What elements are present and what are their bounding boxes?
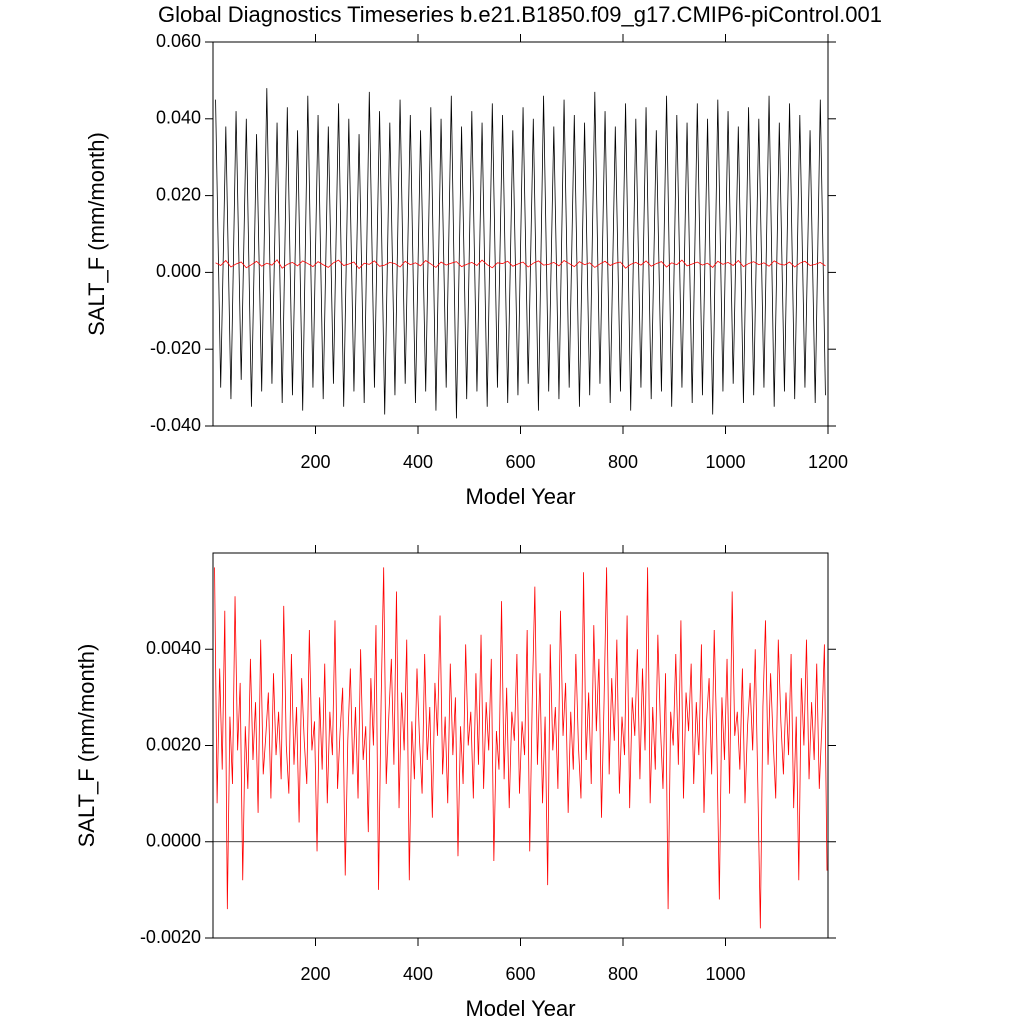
y-tick-label: 0.0020 [146, 734, 201, 754]
x-tick-label: 1000 [705, 452, 745, 472]
series-line [214, 567, 828, 929]
x-axis-label: Model Year [465, 996, 575, 1021]
y-tick-label: 0.040 [156, 108, 201, 128]
x-tick-label: 1000 [705, 964, 745, 984]
x-tick-label: 400 [403, 964, 433, 984]
x-tick-label: 800 [608, 964, 638, 984]
y-tick-label: 0.0040 [146, 638, 201, 658]
y-axis-label: SALT_F (mm/month) [84, 132, 109, 336]
y-tick-label: 0.060 [156, 31, 201, 51]
plot-frame [212, 552, 829, 939]
y-tick-label: 0.0000 [146, 831, 201, 851]
chart-title: Global Diagnostics Timeseries b.e21.B185… [158, 2, 882, 27]
series-line [215, 88, 826, 419]
y-tick-label: -0.040 [150, 415, 201, 435]
x-tick-label: 800 [608, 452, 638, 472]
y-tick-label: -0.0020 [140, 927, 201, 947]
y-tick-label: 0.020 [156, 184, 201, 204]
x-tick-label: 600 [505, 964, 535, 984]
x-tick-label: 200 [300, 452, 330, 472]
x-tick-label: 600 [505, 452, 535, 472]
x-axis-label: Model Year [465, 484, 575, 509]
y-tick-label: -0.020 [150, 338, 201, 358]
x-tick-label: 200 [300, 964, 330, 984]
y-tick-label: 0.000 [156, 261, 201, 281]
x-tick-label: 1200 [808, 452, 848, 472]
series-line [215, 259, 826, 270]
y-axis-label: SALT_F (mm/month) [74, 644, 99, 848]
x-tick-label: 400 [403, 452, 433, 472]
